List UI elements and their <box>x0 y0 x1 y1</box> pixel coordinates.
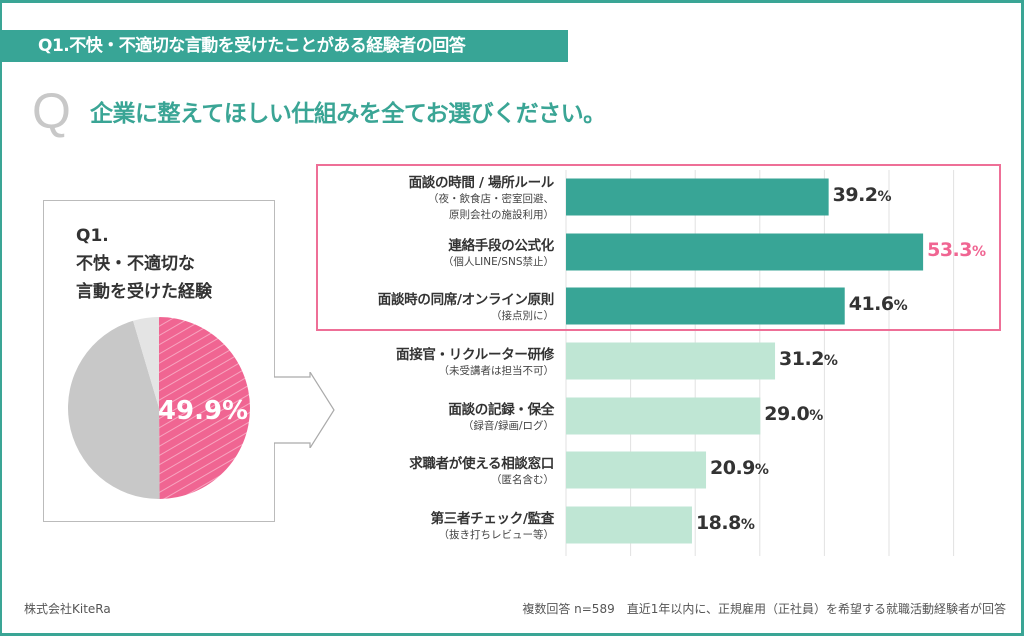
category-main: 連絡手段の公式化 <box>448 238 554 254</box>
category-main: 面談の時間 / 場所ルール <box>408 175 555 191</box>
arrow-icon <box>274 372 335 448</box>
value-number: 29.0 <box>764 403 810 425</box>
bar-value-label: 20.9% <box>710 457 769 479</box>
category-main: 求職者が使える相談窓口 <box>409 456 554 472</box>
value-number: 31.2 <box>779 348 824 370</box>
category-label: 面接官・リクルーター研修 （未受講者は担当不可） <box>396 343 554 379</box>
category-sub: （個人LINE/SNS禁止） <box>442 256 554 268</box>
bar <box>566 287 845 325</box>
value-unit: % <box>823 353 838 369</box>
category-label: 面談の記録・保全 （録音/録画/ログ） <box>448 398 554 434</box>
section-banner: Q1.不快・不適切な言動を受けたことがある経験者の回答 <box>0 30 568 62</box>
category-main: 面談の記録・保全 <box>448 402 554 418</box>
bar <box>566 342 776 380</box>
category-main: 面接官・リクルーター研修 <box>396 347 554 363</box>
category-label: 第三者チェック/監査 （抜き打ちレビュー等） <box>430 507 555 543</box>
bar-value-label: 41.6% <box>848 293 908 315</box>
bar-value-label: 29.0% <box>764 403 823 425</box>
category-sub: （夜・飲食店・密室回避、 <box>428 193 554 205</box>
pie-slice <box>133 317 159 408</box>
category-label: 連絡手段の公式化 （個人LINE/SNS禁止） <box>443 234 554 270</box>
bar <box>566 233 924 271</box>
category-sub: （接点別に） <box>491 310 554 322</box>
bar-value-label: 18.8% <box>695 512 755 534</box>
footnote: 複数回答 n=589 直近1年以内に、正規雇用（正社員）を希望する就職活動経験者… <box>522 602 1006 616</box>
pie-title-line: 言動を受けた経験 <box>76 282 212 302</box>
bar <box>566 451 707 489</box>
category-label: 面談時の同席/オンライン原則 （接点別に） <box>377 288 555 324</box>
value-unit: % <box>809 408 823 424</box>
category-sub: （未受講者は担当不可） <box>438 365 555 377</box>
pie-panel-title: Q1. 不快・不適切な 言動を受けた経験 <box>76 222 212 306</box>
category-sub: （録音/録画/ログ） <box>462 420 554 432</box>
bar-value-label: 53.3% <box>927 239 986 261</box>
highlight-box <box>316 164 1001 331</box>
value-number: 41.6 <box>848 293 894 315</box>
company-name: 株式会社KiteRa <box>24 602 111 616</box>
category-sub: （匿名含む） <box>491 474 554 486</box>
pie-slice <box>68 320 160 499</box>
value-unit: % <box>877 189 892 205</box>
bar <box>566 397 761 435</box>
value-unit: % <box>893 298 908 314</box>
value-number: 53.3 <box>927 239 972 261</box>
bar <box>566 178 829 216</box>
category-main: 面談時の同席/オンライン原則 <box>377 292 555 308</box>
category-sub: 原則会社の施設利用） <box>449 209 554 221</box>
pie-value-label: 49.9% <box>158 396 248 426</box>
value-unit: % <box>740 517 755 533</box>
value-unit: % <box>972 244 986 260</box>
bar-value-label: 39.2% <box>832 184 892 206</box>
value-unit: % <box>754 462 769 478</box>
bar <box>566 506 692 544</box>
value-number: 18.8 <box>695 512 741 534</box>
category-main: 第三者チェック/監査 <box>430 511 555 527</box>
value-number: 20.9 <box>710 457 755 479</box>
category-label: 求職者が使える相談窓口 （匿名含む） <box>409 452 554 488</box>
pie-panel <box>43 200 275 522</box>
value-number: 39.2 <box>832 184 878 206</box>
category-sub: （抜き打ちレビュー等） <box>438 529 555 541</box>
pie-slice <box>159 317 250 499</box>
q-mark: Q <box>32 83 71 139</box>
bar-value-label: 31.2% <box>779 348 838 370</box>
pie-title-line: 不快・不適切な <box>76 254 195 274</box>
category-label: 面談の時間 / 場所ルール （夜・飲食店・密室回避、原則会社の施設利用） <box>408 171 555 223</box>
question-text: 企業に整えてほしい仕組みを全てお選びください。 <box>90 101 606 127</box>
pie-chart: 49.9% <box>68 317 250 499</box>
pie-title-line: Q1. <box>76 226 109 246</box>
